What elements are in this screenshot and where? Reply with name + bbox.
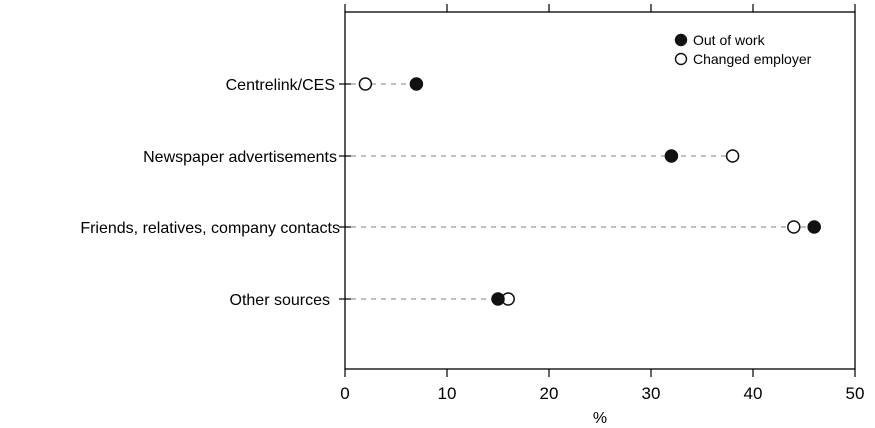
legend-label: Out of work [693,32,766,48]
plot-frame [344,11,856,370]
x-tick-label: 20 [540,384,559,403]
legend-marker-changed-employer [674,52,688,66]
category-label: Friends, relatives, company contacts [80,220,340,237]
changed-employer-marker [787,220,801,234]
x-tick-label: 40 [744,384,763,403]
legend-marker-out-of-work [674,33,688,47]
legend-label: Changed employer [693,51,812,67]
out-of-work-marker [491,292,505,306]
x-tick-label: 0 [340,384,349,403]
changed-employer-marker [358,77,373,91]
x-tick-label: 50 [846,384,865,403]
category-label: Newspaper advertisements [143,149,337,166]
out-of-work-marker [807,220,821,234]
category-label: Centrelink/CES [226,77,335,94]
out-of-work-marker [664,149,679,163]
legend: Out of work Changed employer [674,32,812,67]
x-tick-label: 10 [438,384,457,403]
category-labels: Centrelink/CES Newspaper advertisements Fr… [80,77,351,309]
data-markers [358,77,821,306]
out-of-work-marker [409,77,424,91]
guide-lines [351,83,815,300]
x-axis: 0 10 20 30 40 50 [340,4,864,403]
changed-employer-marker [725,149,740,163]
x-tick-label: 30 [642,384,661,403]
category-label: Other sources [230,292,330,309]
x-axis-title: % [593,410,607,427]
